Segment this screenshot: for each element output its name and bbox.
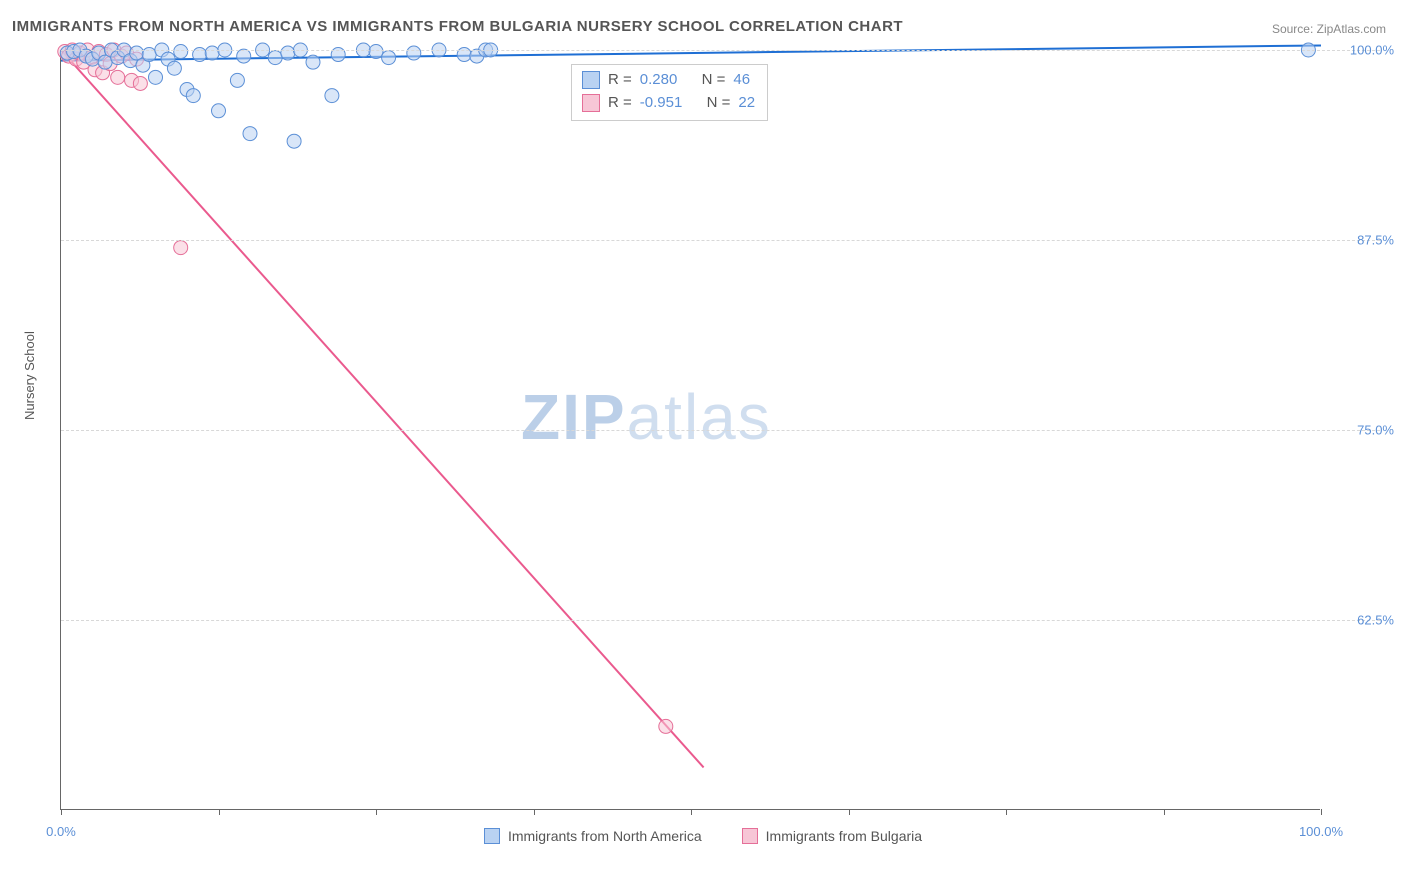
n-label-b: N = — [707, 92, 731, 115]
x-tick — [534, 809, 535, 815]
trend-line-b — [61, 50, 704, 767]
point-b — [133, 76, 147, 90]
point-a — [287, 134, 301, 148]
legend-item-b: Immigrants from Bulgaria — [742, 828, 922, 844]
stats-row-b: R = -0.951 N = 22 — [582, 92, 755, 115]
point-a — [243, 127, 257, 141]
gridline — [61, 240, 1380, 241]
legend-label-a: Immigrants from North America — [508, 828, 702, 844]
point-b — [659, 719, 673, 733]
n-value-a: 46 — [733, 69, 750, 92]
gridline — [61, 50, 1380, 51]
gridline — [61, 430, 1380, 431]
chart-title: IMMIGRANTS FROM NORTH AMERICA VS IMMIGRA… — [12, 18, 903, 35]
point-a — [268, 51, 282, 65]
legend-label-b: Immigrants from Bulgaria — [766, 828, 922, 844]
y-tick-label: 62.5% — [1357, 613, 1394, 628]
legend-item-a: Immigrants from North America — [484, 828, 702, 844]
stats-row-a: R = 0.280 N = 46 — [582, 69, 755, 92]
y-axis-title: Nursery School — [22, 331, 37, 420]
y-tick-label: 100.0% — [1350, 43, 1394, 58]
point-a — [149, 70, 163, 84]
swatch-b-icon — [582, 94, 600, 112]
point-a — [407, 46, 421, 60]
swatch-a-icon — [582, 71, 600, 89]
point-b — [111, 70, 125, 84]
x-tick — [1164, 809, 1165, 815]
x-tick — [219, 809, 220, 815]
stats-box: R = 0.280 N = 46 R = -0.951 N = 22 — [571, 64, 768, 121]
source-label: Source: ZipAtlas.com — [1272, 22, 1386, 36]
point-a — [212, 104, 226, 118]
point-a — [382, 51, 396, 65]
r-label-a: R = — [608, 69, 632, 92]
x-tick — [1321, 809, 1322, 815]
point-a — [186, 89, 200, 103]
n-value-b: 22 — [738, 92, 755, 115]
y-tick-label: 87.5% — [1357, 233, 1394, 248]
point-a — [205, 46, 219, 60]
point-a — [167, 61, 181, 75]
n-label-a: N = — [702, 69, 726, 92]
x-tick — [376, 809, 377, 815]
x-tick — [691, 809, 692, 815]
legend: Immigrants from North America Immigrants… — [0, 828, 1406, 844]
x-tick — [61, 809, 62, 815]
plot-area: ZIPatlas R = 0.280 N = 46 R = -0.951 N =… — [60, 50, 1320, 810]
point-a — [174, 45, 188, 59]
point-a — [306, 55, 320, 69]
gridline — [61, 620, 1380, 621]
y-tick-label: 75.0% — [1357, 423, 1394, 438]
point-a — [230, 73, 244, 87]
legend-swatch-b-icon — [742, 828, 758, 844]
point-a — [369, 45, 383, 59]
point-a — [237, 49, 251, 63]
point-a — [281, 46, 295, 60]
point-a — [325, 89, 339, 103]
r-value-b: -0.951 — [640, 92, 683, 115]
r-label-b: R = — [608, 92, 632, 115]
source-prefix: Source: — [1272, 22, 1313, 36]
legend-swatch-a-icon — [484, 828, 500, 844]
point-b — [174, 241, 188, 255]
source-value: ZipAtlas.com — [1317, 22, 1386, 36]
r-value-a: 0.280 — [640, 69, 678, 92]
x-tick — [1006, 809, 1007, 815]
x-tick — [849, 809, 850, 815]
